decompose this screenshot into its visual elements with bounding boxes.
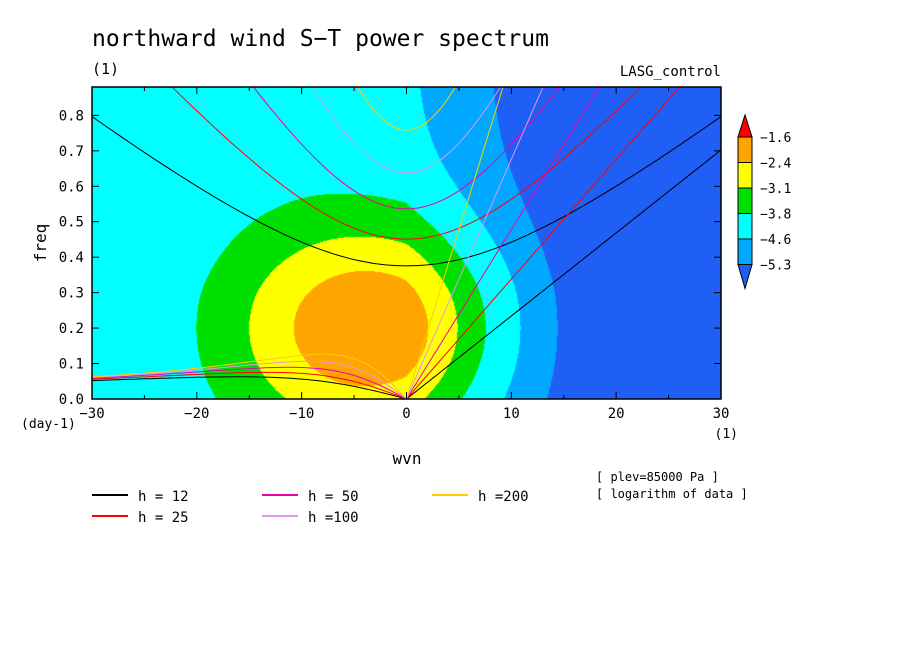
legend-label: h =200: [478, 489, 529, 505]
y-tick-label: 0.4: [59, 250, 84, 266]
colorbar-band: [737, 162, 753, 189]
kelvin-curve-1: [406, 87, 681, 399]
y-tick-label: 0.8: [59, 108, 84, 124]
colorbar-label: −5.3: [760, 259, 791, 274]
chart-subtitle-right: LASG_control: [620, 64, 721, 80]
colorbar-label: −3.8: [760, 208, 791, 223]
x-tick-label: −20: [184, 406, 209, 422]
gravity-curve-0: [92, 116, 721, 267]
colorbar-bottom-arrow: [737, 264, 753, 291]
kelvin-curve-2: [406, 87, 601, 399]
y-tick-label: 0.5: [59, 215, 84, 231]
colorbar-label: −2.4: [760, 157, 791, 172]
rossby-curve-1: [92, 371, 407, 399]
rossby-curve-2: [92, 366, 407, 399]
y-tick-label: 0.1: [59, 357, 84, 373]
annotation-log: [ logarithm of data ]: [596, 487, 748, 501]
gravity-curve-4: [357, 87, 456, 131]
x-tick-label: 0: [402, 406, 410, 422]
x-tick-label: −30: [79, 406, 104, 422]
kelvin-curve-3: [406, 87, 544, 399]
chart-title: northward wind S−T power spectrum: [92, 26, 549, 52]
legend-label: h =100: [308, 510, 359, 526]
colorbar-label: −3.1: [760, 182, 791, 197]
colorbar-band: [737, 187, 753, 214]
colorbar-band: [737, 238, 753, 265]
y-tick-label: 0.2: [59, 321, 84, 337]
x-tick-label: 10: [503, 406, 520, 422]
kelvin-curve-0: [406, 149, 721, 399]
legend-label: h = 12: [138, 489, 189, 505]
annotation-plev: [ plev=85000 Pa ]: [596, 470, 719, 484]
y-tick-label: 0.3: [59, 286, 84, 302]
kelvin-curve-4: [406, 87, 504, 399]
colorbar-band: [737, 213, 753, 240]
dispersion-curves: [92, 87, 721, 399]
heatmap-image: [92, 87, 721, 399]
y-tick-label: 0.6: [59, 179, 84, 195]
x-tick-label: 30: [713, 406, 730, 422]
y-tick-label: 0.0: [59, 392, 84, 408]
gravity-curve-2: [252, 87, 561, 210]
colorbar-label: −4.6: [760, 233, 791, 248]
colorbar-label: −1.6: [760, 131, 791, 146]
y-tick-label: 0.7: [59, 144, 84, 160]
colorbar: −1.6 −2.4 −3.1 −3.8 −4.6 −5.3: [737, 113, 791, 291]
legend-label: h = 50: [308, 489, 359, 505]
y-axis: 0.0 0.1 0.2 0.3 0.4 0.5 0.6 0.7 0.8: [59, 108, 721, 408]
gravity-curve-3: [311, 87, 502, 174]
x-tick-label: −10: [289, 406, 314, 422]
plot-area: [91, 86, 722, 400]
x-axis-label: wvn: [393, 449, 422, 468]
legend: h = 12 h = 25 h = 50 h =100 h =200: [92, 489, 529, 526]
colorbar-band: [737, 136, 753, 163]
legend-label: h = 25: [138, 510, 189, 526]
x-axis-unit: (1): [715, 427, 738, 442]
y-axis-unit: (day-1): [21, 417, 76, 432]
rossby-curve-0: [92, 376, 407, 399]
rossby-curve-4: [92, 353, 407, 399]
y-axis-label: freq: [31, 224, 50, 263]
chart-subtitle-left: (1): [92, 60, 119, 78]
colorbar-top-arrow: [737, 113, 753, 138]
rossby-curve-3: [92, 360, 407, 399]
gravity-curve-1: [171, 87, 642, 240]
x-tick-label: 20: [608, 406, 625, 422]
x-axis: −30 −20 −10 0 10 20 30: [79, 87, 729, 422]
